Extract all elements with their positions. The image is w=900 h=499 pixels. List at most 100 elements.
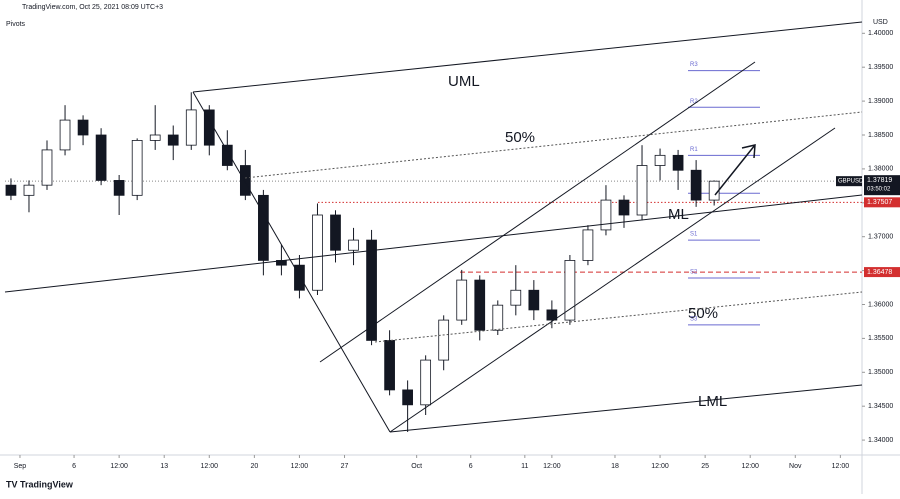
symbol-label: GBPUSD [838, 179, 864, 185]
pivot-label: S3 [690, 316, 698, 322]
candle-body [239, 165, 251, 196]
y-tick-label: 1.35500 [868, 335, 893, 342]
channel-lower [389, 127, 836, 433]
pivot-label: R3 [690, 62, 698, 68]
y-tick-label: 1.39000 [868, 98, 893, 105]
y-tick-label: 1.39500 [868, 64, 893, 71]
x-tick-label: Oct [411, 463, 422, 470]
candle-body [95, 134, 107, 181]
annotation: ML [668, 206, 689, 223]
candle-body [690, 169, 702, 201]
candle-body [564, 260, 576, 321]
symbol-tag [836, 176, 862, 187]
candle-body [438, 319, 450, 361]
candle-body [203, 109, 215, 146]
annotation: 50% [505, 129, 535, 146]
y-tick-label: 1.37000 [868, 234, 893, 241]
x-tick-label: 27 [341, 463, 349, 470]
indicator: Pivots [6, 21, 26, 28]
x-tick-label: 25 [701, 463, 709, 470]
candle-body [618, 199, 630, 216]
level-label: 1.36478 [867, 269, 892, 276]
x-tick-label: 20 [250, 463, 258, 470]
x-tick-label: 6 [72, 463, 76, 470]
y-tick-label: 1.36000 [868, 301, 893, 308]
candle-body [348, 239, 359, 251]
annotation: LML [698, 393, 727, 410]
annotation: UML [448, 73, 480, 90]
candle-body [546, 309, 558, 321]
pivot-label: S1 [690, 232, 698, 238]
arrow [714, 144, 756, 196]
median-line [4, 194, 863, 293]
currency: USD [873, 19, 888, 26]
drawings [4, 21, 863, 433]
x-tick-label: 12:00 [543, 463, 561, 470]
candle-body [221, 144, 233, 166]
candle-body [330, 214, 341, 251]
x-tick-label: Sep [14, 463, 27, 470]
x-tick-label: 18 [611, 463, 619, 470]
candle-body [636, 165, 648, 216]
candle-body [402, 389, 413, 406]
y-tick-label: 1.34000 [868, 437, 893, 444]
channel-upper [319, 61, 756, 363]
x-tick-label: 12:00 [110, 463, 128, 470]
x-tick-label: 12:00 [741, 463, 759, 470]
x-tick-label: Nov [789, 463, 802, 470]
candle-body [528, 289, 540, 311]
y-tick-label: 1.35000 [868, 369, 893, 376]
candle-body [600, 199, 612, 231]
fifty-lower [374, 291, 863, 343]
upper-median-line [192, 21, 863, 93]
candle-body [420, 359, 432, 406]
pivot-label: R1 [690, 147, 698, 153]
candle-body [456, 279, 468, 321]
candle-body [366, 239, 377, 341]
candle-body [654, 154, 666, 166]
y-tick-label: 1.34500 [868, 403, 893, 410]
candle-body [5, 184, 17, 196]
candle-body [149, 134, 161, 141]
candle-body [258, 194, 269, 261]
x-tick-label: 12:00 [201, 463, 219, 470]
candle-body [294, 264, 305, 291]
candle-body [23, 184, 35, 196]
candle-body [474, 279, 486, 331]
logo: TradingView [20, 479, 74, 489]
candle-body [113, 180, 125, 196]
countdown: 03:50:02 [867, 187, 891, 193]
pivot-label: S2 [690, 270, 698, 276]
pivot-label: R2 [690, 99, 698, 105]
level-label: 1.37507 [867, 199, 892, 206]
candle-body [41, 149, 53, 186]
candle-body [384, 340, 395, 391]
candle-body [312, 214, 323, 291]
annotation: 50% [688, 305, 718, 322]
fifty-upper [244, 111, 863, 179]
lower-median-line [389, 384, 863, 433]
y-tick-label: 1.38000 [868, 166, 893, 173]
x-tick-label: 12:00 [651, 463, 669, 470]
logo-icon: TV [6, 479, 18, 489]
x-tick-label: 13 [160, 463, 168, 470]
candle-body [582, 229, 594, 261]
x-tick-label: 12:00 [291, 463, 309, 470]
candle-body [131, 140, 143, 196]
pitchfork-handle [192, 91, 391, 433]
candle-body [510, 289, 522, 306]
price-tag [864, 175, 900, 196]
x-tick-label: 11 [521, 463, 528, 470]
candle-body [167, 134, 179, 146]
candle-body [59, 119, 71, 151]
y-tick-label: 1.38500 [868, 132, 893, 139]
last-price-label: 1.37819 [867, 177, 892, 184]
candle-body [185, 109, 197, 146]
source: TradingView.com, Oct 25, 2021 08:09 UTC+… [22, 4, 163, 11]
candle-body [77, 119, 89, 136]
candle-body [492, 304, 504, 331]
x-tick-label: 12:00 [832, 463, 850, 470]
candle-body [672, 154, 684, 171]
